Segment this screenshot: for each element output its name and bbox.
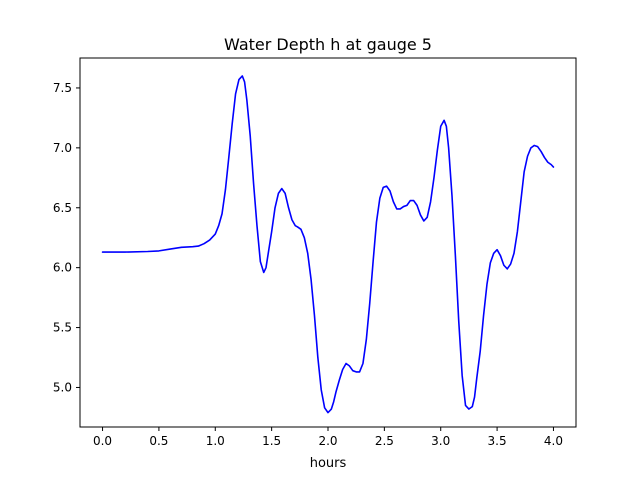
chart-title: Water Depth h at gauge 5 [224,35,432,54]
x-tick-label: 1.0 [206,434,225,448]
x-tick-label: 0.0 [93,434,112,448]
y-tick-label: 6.0 [53,261,72,275]
y-tick-label: 6.5 [53,201,72,215]
x-tick-label: 2.5 [375,434,394,448]
y-tick-label: 7.5 [53,81,72,95]
x-tick-label: 1.5 [262,434,281,448]
series-line [101,75,555,414]
y-tick-label: 5.5 [53,321,72,335]
plot-frame [79,57,577,428]
x-tick-label: 0.5 [149,434,168,448]
plot-area [101,75,555,414]
y-tick-label: 5.0 [53,380,72,394]
y-tick-label: 7.0 [53,141,72,155]
x-tick-label: 4.0 [544,434,563,448]
x-tick-label: 2.0 [318,434,337,448]
x-tick-label: 3.0 [431,434,450,448]
x-axis-label: hours [310,456,347,471]
axes: 0.0 0.5 1.0 1.5 2.0 2.5 3.0 3.5 4.0 5.0 5.5 6.0 6.5 7… [53,81,563,448]
x-tick-label: 3.5 [488,434,507,448]
